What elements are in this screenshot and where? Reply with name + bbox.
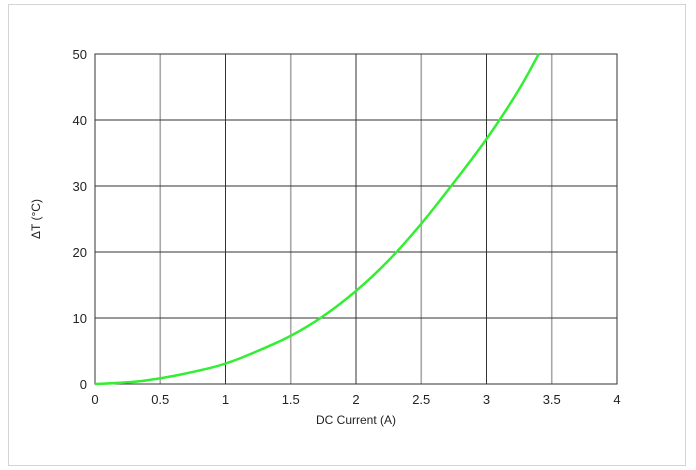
x-tick-label: 1 — [222, 392, 229, 407]
y-tick-label: 40 — [73, 113, 87, 128]
y-tick-label: 20 — [73, 245, 87, 260]
y-tick-label: 50 — [73, 47, 87, 62]
x-tick-label: 3 — [483, 392, 490, 407]
y-tick-label: 30 — [73, 179, 87, 194]
chart-frame — [8, 4, 686, 466]
x-tick-label: 4 — [613, 392, 620, 407]
horizontal-gridlines — [95, 119, 617, 319]
x-tick-labels: 0 0.5 1 1.5 2 2.5 3 3.5 4 — [91, 392, 620, 407]
y-tick-label: 10 — [73, 311, 87, 326]
series-line — [94, 53, 540, 386]
x-tick-label: 3.5 — [543, 392, 561, 407]
x-tick-label: 0 — [91, 392, 98, 407]
plot-area-border — [94, 53, 618, 385]
y-tick-labels: 0 10 20 30 40 50 — [73, 47, 87, 392]
x-tick-label: 0.5 — [151, 392, 169, 407]
x-tick-label: 2 — [352, 392, 359, 407]
x-tick-label: 1.5 — [282, 392, 300, 407]
x-axis-label: DC Current (A) — [316, 413, 396, 427]
vertical-gridlines — [159, 54, 553, 384]
x-tick-label: 2.5 — [412, 392, 430, 407]
y-axis-label: ΔT (°C) — [29, 199, 43, 239]
y-tick-label: 0 — [80, 377, 87, 392]
